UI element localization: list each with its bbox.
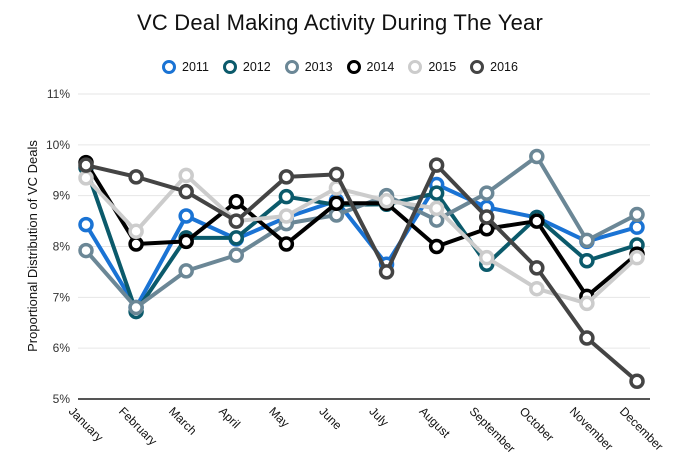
series-line xyxy=(84,154,638,310)
data-point[interactable] xyxy=(78,216,94,233)
legend-label: 2015 xyxy=(428,60,457,74)
x-tick-label: October xyxy=(517,404,557,444)
x-tick-label: December xyxy=(617,404,666,453)
legend-label: 2011 xyxy=(182,60,209,74)
x-tick-label: July xyxy=(366,404,391,429)
gridlines xyxy=(78,93,650,400)
series-group xyxy=(78,148,645,389)
data-point[interactable] xyxy=(178,233,194,250)
series-line xyxy=(84,173,639,306)
data-point[interactable] xyxy=(428,200,445,217)
series-line xyxy=(85,163,639,383)
data-point[interactable] xyxy=(579,232,595,249)
data-point[interactable] xyxy=(428,238,445,255)
y-tick-label: 10% xyxy=(46,138,70,152)
legend-label: 2012 xyxy=(242,60,271,74)
legend-marker-icon xyxy=(408,60,423,74)
data-point[interactable] xyxy=(478,209,495,225)
x-tick-label: November xyxy=(567,404,616,453)
x-tick-label: August xyxy=(417,404,454,441)
data-point[interactable] xyxy=(128,223,144,239)
series-2016 xyxy=(78,157,645,389)
data-point[interactable] xyxy=(228,213,245,229)
data-point[interactable] xyxy=(78,242,94,259)
x-axis-ticks: January February March April May June July Augu… xyxy=(66,404,666,455)
chart-title: VC Deal Making Activity During The Year xyxy=(136,10,544,35)
legend-marker-icon xyxy=(284,60,299,74)
legend-label: 2016 xyxy=(490,60,518,74)
data-point[interactable] xyxy=(178,183,194,200)
data-point[interactable] xyxy=(278,236,295,252)
data-point[interactable] xyxy=(629,206,645,223)
data-point[interactable] xyxy=(629,219,645,235)
x-tick-label: March xyxy=(166,404,199,437)
data-point[interactable] xyxy=(579,330,595,346)
x-tick-label: May xyxy=(266,404,292,430)
series-line xyxy=(84,161,639,299)
data-point[interactable] xyxy=(579,252,595,269)
legend-marker-icon xyxy=(222,60,237,74)
data-point[interactable] xyxy=(178,263,194,279)
data-point[interactable] xyxy=(278,208,295,224)
y-tick-label: 11% xyxy=(47,87,70,101)
data-point[interactable] xyxy=(378,264,395,280)
y-tick-label: 6% xyxy=(53,341,71,355)
data-point[interactable] xyxy=(128,169,144,185)
data-point[interactable] xyxy=(78,157,94,173)
data-point[interactable] xyxy=(579,295,595,312)
legend-item-2011[interactable]: 2011 xyxy=(162,60,209,74)
legend-marker-icon xyxy=(162,60,177,74)
data-point[interactable] xyxy=(128,236,144,252)
data-point[interactable] xyxy=(629,373,645,389)
y-tick-label: 9% xyxy=(53,189,71,203)
y-tick-label: 5% xyxy=(53,392,71,406)
legend-item-2012[interactable]: 2012 xyxy=(222,60,271,74)
data-point[interactable] xyxy=(529,260,545,276)
data-point[interactable] xyxy=(228,230,245,246)
x-tick-label: September xyxy=(467,404,518,455)
y-tick-label: 7% xyxy=(53,290,71,304)
x-tick-label: February xyxy=(116,404,160,448)
series-2013 xyxy=(78,148,645,316)
legend-label: 2014 xyxy=(366,60,395,74)
y-axis-title: Proportional Distribution of VC Deals xyxy=(25,140,40,352)
data-point[interactable] xyxy=(428,185,445,201)
data-point[interactable] xyxy=(629,249,645,266)
series-line xyxy=(84,182,638,310)
legend-label: 2013 xyxy=(304,60,333,74)
data-point[interactable] xyxy=(128,299,144,316)
data-point[interactable] xyxy=(278,169,295,185)
data-point[interactable] xyxy=(228,194,245,210)
x-tick-label: April xyxy=(216,404,243,431)
y-tick-label: 8% xyxy=(53,240,71,254)
legend-item-2015[interactable]: 2015 xyxy=(408,60,456,74)
data-point[interactable] xyxy=(228,247,245,263)
data-point[interactable] xyxy=(178,208,194,224)
data-point[interactable] xyxy=(428,157,445,173)
data-point[interactable] xyxy=(378,193,395,209)
data-point[interactable] xyxy=(78,170,94,186)
x-tick-label: January xyxy=(66,404,106,444)
data-point[interactable] xyxy=(328,166,345,183)
data-point[interactable] xyxy=(328,195,345,212)
legend-marker-icon xyxy=(346,60,361,74)
data-point[interactable] xyxy=(178,167,194,184)
data-point[interactable] xyxy=(529,148,545,165)
data-point[interactable] xyxy=(478,185,495,201)
legend-item-2014[interactable]: 2014 xyxy=(346,60,395,74)
data-point[interactable] xyxy=(478,249,495,266)
legend-item-2013[interactable]: 2013 xyxy=(284,60,333,74)
legend-marker-icon xyxy=(470,60,485,74)
legend-item-2016[interactable]: 2016 xyxy=(470,60,518,74)
data-point[interactable] xyxy=(529,280,545,297)
x-tick-label: June xyxy=(316,404,345,433)
legend: 2011 2012 2013 2014 2015 2016 xyxy=(0,60,680,74)
data-point[interactable] xyxy=(529,213,545,229)
y-axis-ticks: 5% 6% 7% 8% 9% 10% 11% xyxy=(46,87,70,406)
data-point[interactable] xyxy=(278,188,295,205)
